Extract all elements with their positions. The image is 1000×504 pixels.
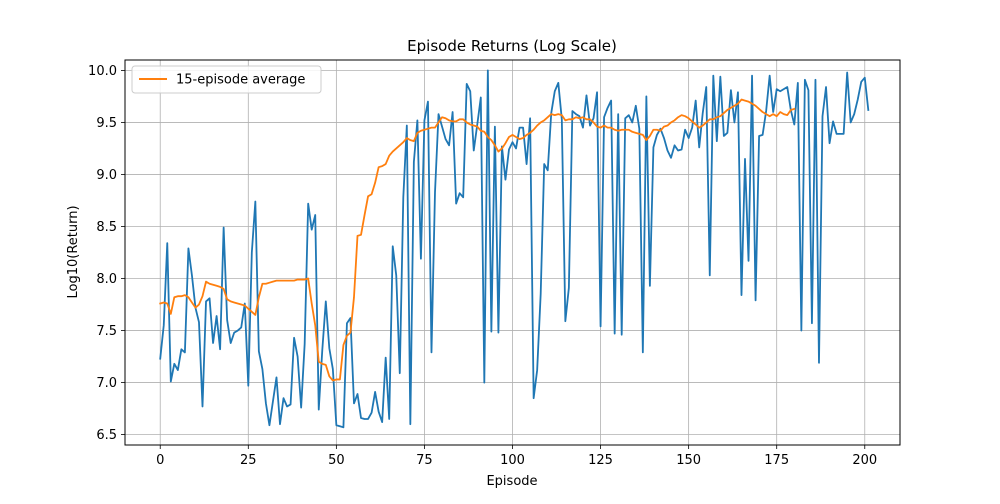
y-axis-label: Log10(Return): [66, 205, 81, 298]
x-tick-label: 175: [764, 453, 789, 468]
series-layer: [159, 69, 870, 429]
x-axis-label: Episode: [486, 474, 537, 489]
y-tick-label: 8.5: [96, 220, 117, 235]
x-tick-label: 50: [328, 453, 345, 468]
x-axis-ticks: 0 25 50 75 100 125 150 175 200: [156, 445, 877, 468]
y-axis-ticks: 6.5 7.0 7.5 8.0 8.5 9.0 9.5 10.0: [88, 64, 125, 443]
x-tick-label: 25: [240, 453, 257, 468]
returns-series-line: [159, 69, 870, 429]
y-tick-label: 8.0: [96, 272, 117, 287]
x-tick-label: 75: [416, 453, 433, 468]
y-tick-label: 9.0: [96, 168, 117, 183]
x-tick-label: 125: [588, 453, 613, 468]
y-tick-label: 7.0: [96, 376, 117, 391]
y-tick-label: 7.5: [96, 324, 117, 339]
average-series-line: [159, 98, 796, 382]
x-tick-label: 150: [676, 453, 701, 468]
legend-box: [131, 65, 322, 94]
chart-title: Episode Returns (Log Scale): [407, 37, 617, 55]
y-tick-label: 10.0: [88, 64, 117, 79]
x-tick-label: 200: [852, 453, 877, 468]
y-tick-label: 9.5: [96, 116, 117, 131]
y-tick-label: 6.5: [96, 428, 117, 443]
legend-label-average: 15-episode average: [176, 73, 305, 88]
x-tick-label: 0: [156, 453, 164, 468]
grid: [125, 60, 900, 445]
x-tick-label: 100: [500, 453, 525, 468]
legend: 15-episode average: [131, 65, 322, 94]
